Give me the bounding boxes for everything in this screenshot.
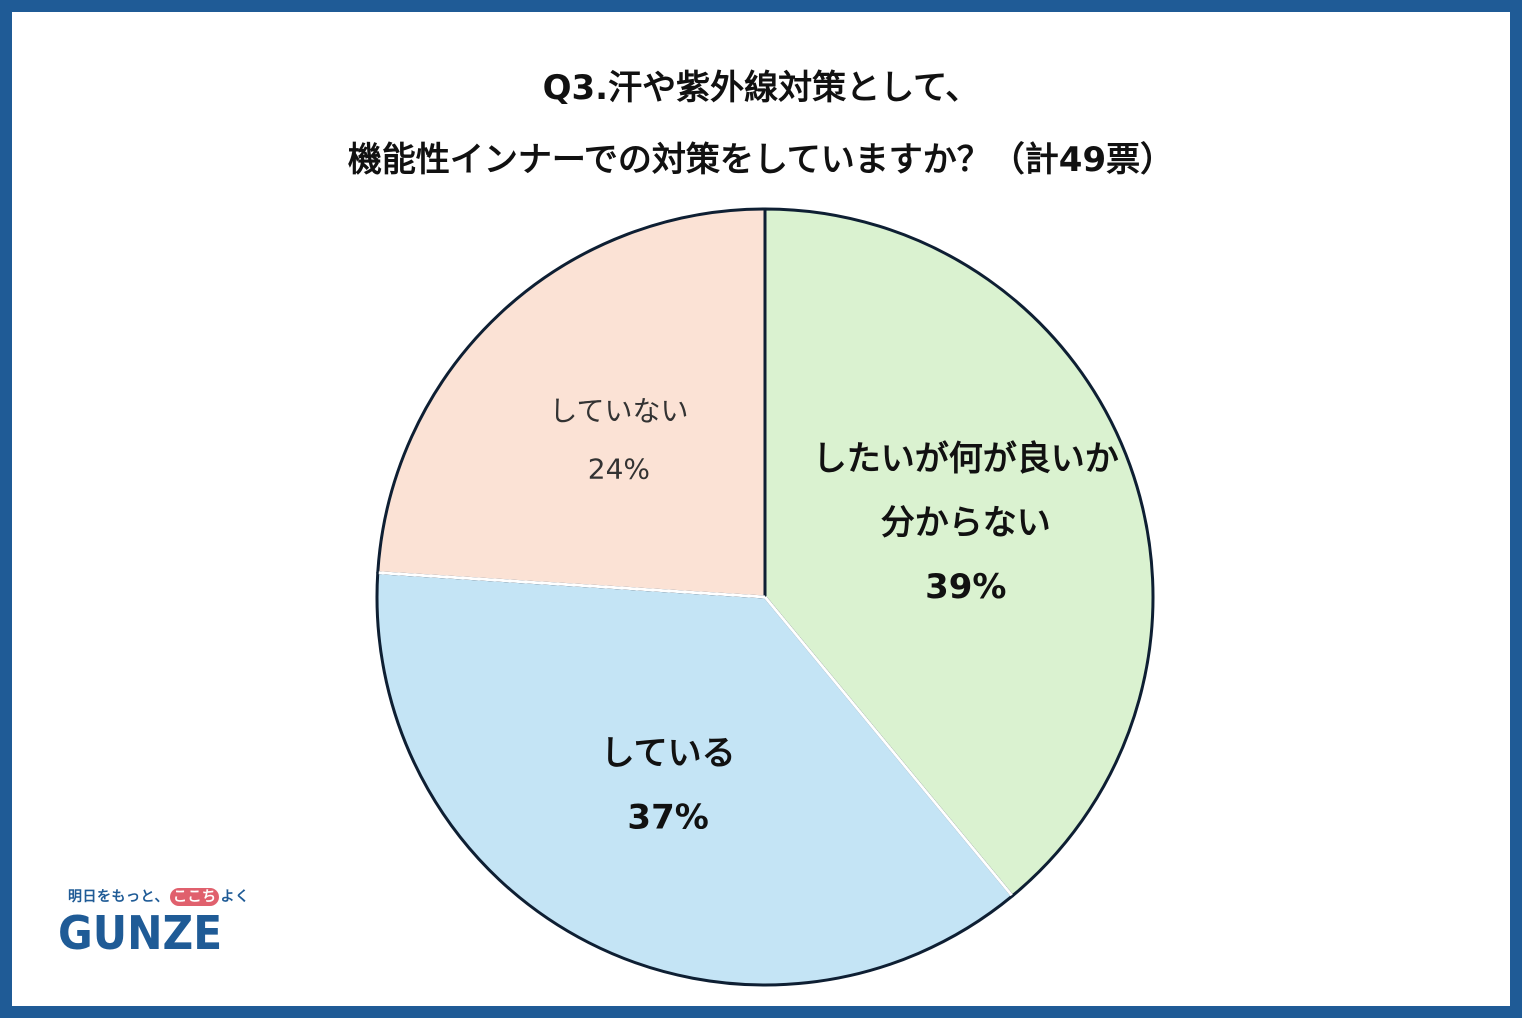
chart-title: Q3.汗や紫外線対策として、 機能性インナーでの対策をしていますか？（計49票） (0, 52, 1522, 196)
logo-tagline-accent: ここち (169, 888, 220, 906)
title-line-1: Q3.汗や紫外線対策として、 (542, 68, 980, 108)
logo-tagline-post: よく (220, 889, 250, 905)
title-line-2: 機能性インナーでの対策をしていますか？（計49票） (347, 140, 1175, 180)
pie-slice-3 (376, 207, 767, 599)
pie-category-label-1: したいが何が良いか (813, 439, 1119, 479)
gunze-logo: 明日をもっと、 ここち よく GUNZE (58, 886, 268, 966)
logo-tagline: 明日をもっと、 ここち よく (68, 886, 249, 906)
pie-separator-2 (378, 571, 766, 599)
logo-brand: GUNZE (58, 906, 223, 960)
pie-value-label-3: 24% (588, 452, 650, 485)
pie-category-label-2: している (601, 734, 736, 774)
pie-slice-1 (763, 207, 1155, 898)
pie-separator-1 (763, 596, 1013, 897)
pie-value-label-2: 37% (627, 798, 708, 838)
pie-category-label-1: 分からない (881, 503, 1051, 543)
pie-slice-2 (375, 571, 1014, 987)
logo-tagline-pre: 明日をもっと、 (68, 889, 169, 905)
pie-category-label-3: していない (549, 394, 688, 427)
pie-value-label-1: 39% (925, 567, 1006, 607)
